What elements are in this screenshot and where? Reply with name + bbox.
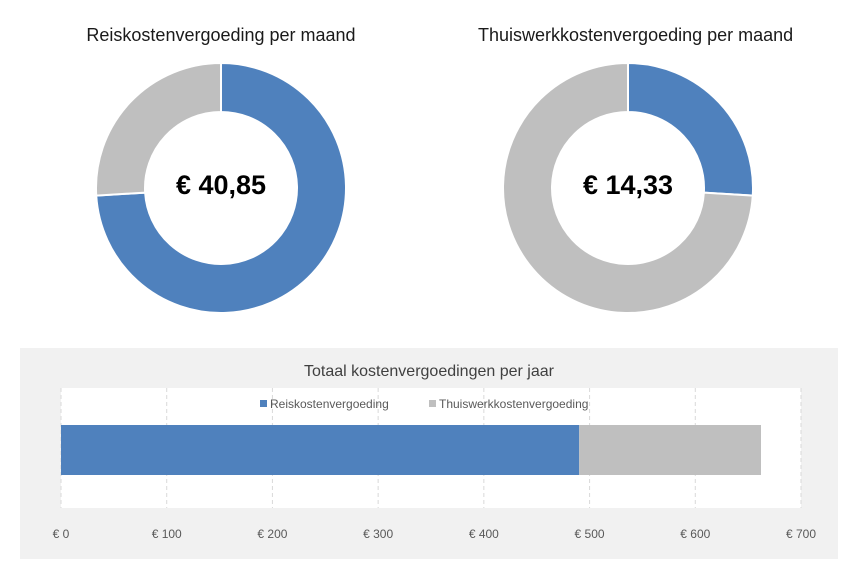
- reiskosten-donut-slice-1: [95, 61, 222, 197]
- thuiswerk-donut-svg: [502, 61, 754, 314]
- x-tick-label-7: € 700: [786, 527, 816, 541]
- reiskosten-donut-svg: [95, 61, 347, 314]
- reiskosten-chart-title: Reiskostenvergoeding per maand: [86, 25, 356, 45]
- legend-label-1: Thuiswerkkostenvergoeding: [439, 397, 588, 411]
- thuiswerk-center-value: € 14,33: [582, 170, 674, 200]
- yearly-total-bar-svg: Totaal kostenvergoedingen per jaar Reisko…: [53, 363, 817, 541]
- reiskosten-donut-chart: Reiskostenvergoeding per maand € 40,85: [71, 0, 371, 330]
- bar-chart-title: Totaal kostenvergoedingen per jaar: [304, 363, 555, 380]
- x-tick-label-4: € 400: [469, 527, 499, 541]
- x-tick-label-0: € 0: [53, 527, 70, 541]
- x-tick-label-5: € 500: [575, 527, 605, 541]
- x-tick-label-2: € 200: [257, 527, 287, 541]
- x-tick-label-1: € 100: [152, 527, 182, 541]
- thuiswerk-donut-slice-1: [502, 61, 754, 314]
- yearly-total-bar-chart: Totaal kostenvergoedingen per jaar Reisko…: [20, 348, 838, 559]
- thuiswerk-chart-title: Thuiswerkkostenvergoeding per maand: [478, 25, 794, 45]
- x-tick-label-6: € 600: [680, 527, 710, 541]
- bar-segment-0: [61, 425, 580, 475]
- legend-swatch-0: [260, 400, 267, 407]
- legend-label-0: Reiskostenvergoeding: [270, 397, 389, 411]
- reiskosten-center-value: € 40,85: [175, 170, 267, 200]
- legend-swatch-1: [429, 400, 436, 407]
- bar-segment-1: [579, 425, 761, 475]
- thuiswerk-donut-chart: Thuiswerkkostenvergoeding per maand € 14…: [478, 0, 794, 330]
- reiskosten-donut-slice-0: [95, 61, 347, 314]
- x-tick-label-3: € 300: [363, 527, 393, 541]
